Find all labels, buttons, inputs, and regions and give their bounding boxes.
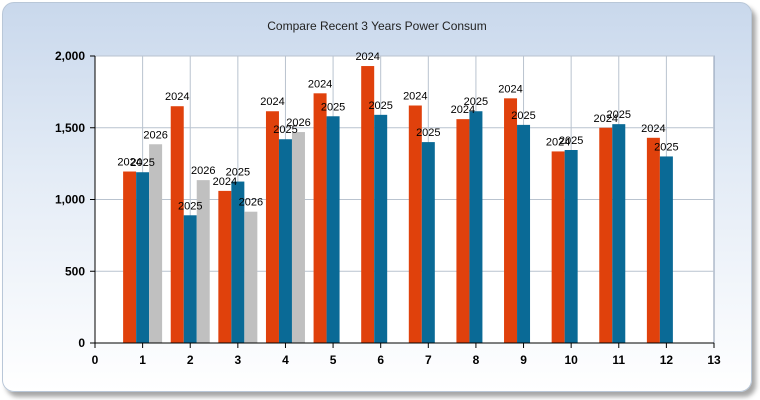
bar-2025-1 [136, 172, 150, 343]
data-label-2026-2: 2026 [191, 165, 215, 177]
x-tick-label: 5 [330, 353, 337, 367]
data-label-2026-3: 2026 [239, 197, 263, 209]
data-label-2024-7: 2024 [403, 91, 427, 103]
bar-2026-1 [149, 144, 163, 343]
bar-2026-2 [196, 180, 210, 343]
x-tick-label: 3 [235, 353, 242, 367]
data-label-2025-7: 2025 [416, 127, 440, 139]
data-label-2024-6: 2024 [355, 51, 379, 63]
data-label-2024-9: 2024 [498, 83, 522, 95]
data-label-2024-10: 2024 [546, 136, 570, 148]
y-tick-label: 2,000 [55, 49, 85, 63]
bar-2025-9 [517, 124, 531, 343]
bar-2024-3 [218, 190, 232, 343]
data-label-2024-8: 2024 [451, 104, 475, 116]
data-label-2025-5: 2025 [321, 101, 345, 113]
data-label-2025-8: 2025 [464, 96, 488, 108]
bar-2024-8 [456, 119, 470, 343]
bar-2024-4 [265, 111, 279, 343]
x-tick-label: 1 [139, 353, 146, 367]
bar-2024-2 [170, 106, 184, 343]
bar-2024-7 [408, 105, 422, 343]
x-tick-label: 0 [92, 353, 99, 367]
bar-2025-12 [659, 156, 673, 343]
data-label-2026-1: 2026 [143, 129, 167, 141]
y-tick-label: 500 [65, 264, 85, 278]
x-tick-label: 9 [520, 353, 527, 367]
data-label-2025-12: 2025 [654, 141, 678, 153]
bar-2025-4 [278, 139, 292, 343]
bar-2025-8 [469, 111, 483, 343]
data-label-2024-1: 2024 [117, 157, 141, 169]
bar-2024-5 [313, 93, 327, 343]
bar-2024-12 [646, 137, 660, 343]
data-label-2024-4: 2024 [260, 96, 284, 108]
y-tick-label: 0 [78, 336, 85, 350]
data-label-2024-5: 2024 [308, 78, 332, 90]
bar-2026-3 [244, 211, 258, 343]
bar-2025-2 [183, 215, 197, 343]
data-label-2025-3: 2025 [226, 167, 250, 179]
bar-2026-4 [291, 132, 305, 343]
bar-2025-7 [421, 142, 435, 343]
x-tick-label: 2 [187, 353, 194, 367]
bar-2025-11 [612, 124, 626, 343]
x-tick-label: 6 [377, 353, 384, 367]
bar-2024-6 [361, 66, 375, 344]
chart-title: Compare Recent 3 Years Power Consum [267, 19, 487, 33]
bar-2024-11 [599, 127, 613, 343]
data-label-2025-6: 2025 [368, 100, 392, 112]
bar-2024-10 [551, 151, 565, 343]
x-tick-label: 13 [707, 353, 721, 367]
x-tick-label: 11 [612, 353, 625, 367]
data-label-2025-11: 2025 [607, 109, 631, 121]
x-tick-label: 7 [425, 353, 432, 367]
bar-2025-6 [374, 114, 388, 344]
data-label-2024-2: 2024 [165, 91, 189, 103]
data-label-2025-4: 2025 [273, 124, 297, 136]
data-label-2024-11: 2024 [594, 113, 618, 125]
bar-2025-10 [564, 149, 578, 343]
x-tick-label: 4 [282, 353, 289, 367]
data-label-2025-10: 2025 [559, 135, 583, 147]
x-tick-label: 12 [660, 353, 674, 367]
bar-2025-5 [326, 116, 340, 344]
data-label-2025-1: 2025 [130, 157, 154, 169]
bar-2025-3 [231, 181, 245, 343]
data-label-2024-3: 2024 [213, 176, 237, 188]
data-label-2026-4: 2026 [286, 117, 310, 129]
bar-2024-1 [123, 171, 137, 343]
data-label-2024-12: 2024 [641, 123, 665, 135]
data-label-2025-9: 2025 [511, 110, 535, 122]
y-tick-label: 1,500 [55, 121, 85, 135]
y-tick-label: 1,000 [55, 193, 85, 207]
bar-2024-9 [504, 98, 518, 344]
x-tick-label: 8 [473, 353, 480, 367]
data-label-2025-2: 2025 [178, 200, 202, 212]
x-tick-label: 10 [564, 353, 578, 367]
